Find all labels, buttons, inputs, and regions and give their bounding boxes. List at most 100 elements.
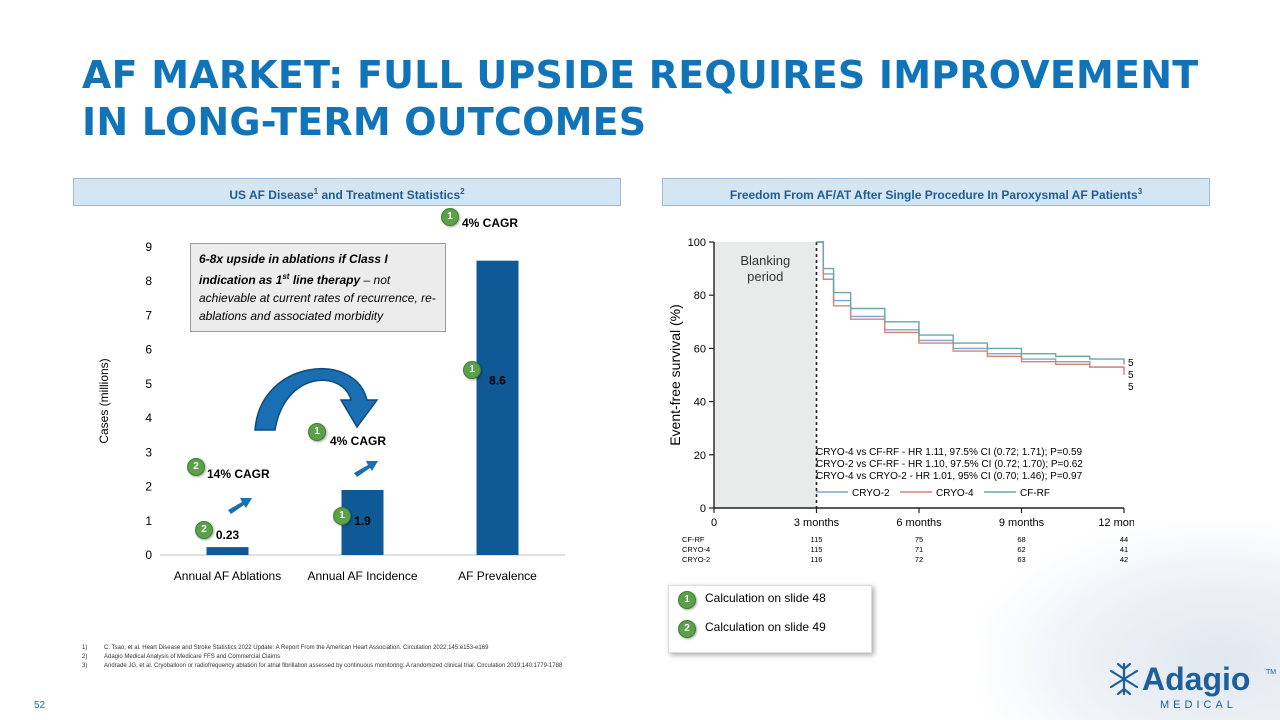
- at-risk-label: CRYO-4: [682, 545, 710, 554]
- data-label: 1.9: [354, 514, 371, 528]
- blanking-region: [714, 242, 817, 508]
- at-risk-value: 41: [1120, 545, 1128, 554]
- cagr-prevalence-label: 4% CAGR: [462, 216, 519, 230]
- series-line: [816, 241, 1125, 365]
- y-tick-label: 0: [700, 503, 706, 515]
- stat-line: CRYO-4 vs CRYO-2 - HR 1.01, 95% CI (0.70…: [816, 471, 1083, 482]
- callout-bold2: line therapy: [289, 273, 361, 287]
- frost-background: [980, 520, 1280, 720]
- series-end-label: 51.7% CRYO-2: [1128, 382, 1134, 393]
- x-tick-label: AF Prevalence: [458, 569, 537, 583]
- left-header-sup1: 1: [313, 187, 319, 196]
- y-tick-label: 3: [145, 445, 152, 459]
- at-risk-value: 44: [1120, 535, 1128, 544]
- series-end-label: 53.9% CF-RF: [1128, 358, 1134, 369]
- curved-arrow-icon: [254, 368, 379, 431]
- page-title: AF MARKET: FULL UPSIDE REQUIRES IMPROVEM…: [82, 53, 1199, 144]
- footnote: 1) C. Tsao, et al. Heart Disease and Stro…: [82, 645, 489, 651]
- data-label: 0.23: [216, 528, 240, 542]
- y-tick-label: 9: [145, 240, 152, 254]
- at-risk-value: 68: [1017, 535, 1025, 544]
- callout-bold: 6-8x upside in ablations if Class I indi…: [199, 252, 388, 287]
- calculation-legend: 1 Calculation on slide 48 2 Calculation …: [668, 585, 872, 653]
- left-chart-header: US AF Disease1 and Treatment Statistics2: [73, 178, 621, 206]
- data-label: 8.6: [489, 374, 506, 388]
- at-risk-value: 63: [1017, 555, 1025, 564]
- callout-sup: st: [282, 272, 290, 281]
- x-tick-label: 0: [711, 517, 717, 529]
- right-header-text: Freedom From AF/AT After Single Procedur…: [729, 188, 1138, 202]
- footnote: 2) Adagio Medical Analysis of Medicare FF…: [82, 654, 281, 660]
- badge-prevalence-cagr: 1: [441, 208, 459, 226]
- at-risk-value: 75: [915, 535, 923, 544]
- bar: [476, 260, 519, 555]
- at-risk-label: CRYO-2: [682, 555, 710, 564]
- y-tick-label: 40: [694, 397, 706, 409]
- y-tick-label: 100: [688, 237, 706, 249]
- y-tick-label: 1: [145, 514, 152, 528]
- y-tick-label: 2: [145, 480, 152, 494]
- x-tick-label: 6 months: [896, 517, 942, 529]
- x-tick-label: Annual AF Incidence: [307, 569, 417, 583]
- left-header-text: US AF Disease: [229, 188, 314, 202]
- y-tick-label: 80: [694, 290, 706, 302]
- y-tick-label: 0: [145, 548, 152, 562]
- legend-label: CF-RF: [1020, 488, 1050, 499]
- x-tick-label: 3 months: [794, 517, 840, 529]
- page-number: 52: [34, 700, 46, 711]
- growth-arrow-icon: [354, 461, 378, 477]
- y-tick-label: 6: [145, 343, 152, 357]
- left-header-mid: and Treatment Statistics: [318, 188, 461, 202]
- legend-label: CRYO-4: [936, 488, 974, 499]
- bar-chart: 0 1 2 3 4 5 6 7 8 9 Cases (millions) Annual AF Abla…: [97, 240, 565, 583]
- y-tick-label: 7: [145, 308, 152, 322]
- y-tick-label: 20: [694, 450, 706, 462]
- blanking-label: Blanking: [740, 253, 790, 268]
- at-risk-value: 116: [811, 555, 823, 564]
- stat-line: CRYO-4 vs CF-RF - HR 1.11, 97.5% CI (0.7…: [816, 447, 1083, 458]
- blanking-label: period: [747, 269, 783, 284]
- upside-callout: 6-8x upside in ablations if Class I indi…: [190, 243, 446, 332]
- badge-ablations-value: 2: [195, 521, 213, 539]
- callout-rest: – not achievable at current rates of rec…: [199, 273, 436, 323]
- y-tick-label: 60: [694, 343, 706, 355]
- right-chart-header: Freedom From AF/AT After Single Procedur…: [662, 178, 1210, 206]
- at-risk-value: 42: [1120, 555, 1128, 564]
- cagr-incidence-label: 4% CAGR: [330, 434, 387, 448]
- stat-line: CRYO-2 vs CF-RF - HR 1.10, 97.5% CI (0.7…: [816, 459, 1083, 470]
- legend-badge-2: 2: [678, 620, 696, 638]
- x-tick-label: 12 months: [1098, 517, 1134, 529]
- y-tick-label: 4: [145, 411, 152, 425]
- at-risk-value: 72: [915, 555, 923, 564]
- y-axis-label: Cases (millions): [97, 358, 111, 443]
- legend-badge-1: 1: [678, 591, 696, 609]
- at-risk-value: 71: [915, 545, 923, 554]
- at-risk-value: 62: [1017, 545, 1025, 554]
- left-header-sup2: 2: [460, 187, 465, 196]
- legend-text-1: Calculation on slide 48: [705, 591, 826, 605]
- x-tick-label: Annual AF Ablations: [174, 569, 281, 583]
- y-axis-label: Event-free survival (%): [667, 304, 683, 446]
- footnotes: 1) C. Tsao, et al. Heart Disease and Stro…: [82, 644, 882, 671]
- bar: [206, 547, 249, 555]
- logo-medical: MEDICAL: [1160, 699, 1237, 711]
- series-end-label: 52.2% CRYO-4: [1128, 370, 1134, 381]
- badge-incidence-value: 1: [333, 507, 351, 525]
- legend-label: CRYO-2: [852, 488, 890, 499]
- adagio-medical-logo: Adagio TM MEDICAL: [1109, 661, 1276, 711]
- x-tick-label: 9 months: [999, 517, 1045, 529]
- snowflake-icon: [1109, 662, 1139, 696]
- footnote: 3) Andrade JG, et al. Cryoballoon or radi…: [82, 663, 563, 669]
- badge-prevalence-value: 1: [463, 361, 481, 379]
- logo-tm: TM: [1266, 669, 1276, 676]
- at-risk-value: 115: [811, 535, 823, 544]
- logo-wordmark: Adagio: [1142, 661, 1250, 697]
- y-tick-label: 8: [145, 274, 152, 288]
- growth-arrow-icon: [228, 498, 252, 514]
- right-header-sup: 3: [1137, 187, 1143, 196]
- badge-ablations-cagr: 2: [187, 458, 205, 476]
- bar: [341, 489, 384, 555]
- badge-incidence-cagr: 1: [308, 423, 326, 441]
- cagr-ablations-label: 14% CAGR: [207, 467, 270, 481]
